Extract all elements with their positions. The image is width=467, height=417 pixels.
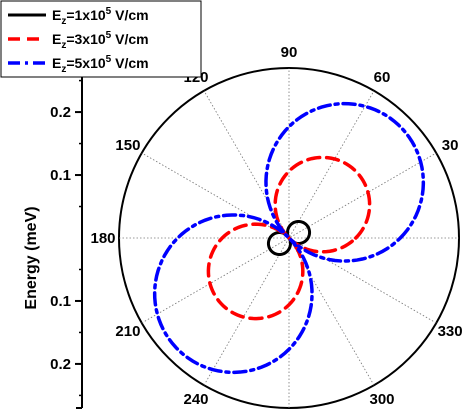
spoke-120 [203, 90, 375, 386]
radial-tick-label: 0.2 [50, 104, 71, 121]
radial-axis: 0.2 0.1 0.1 0.2 [50, 67, 83, 409]
series-line-2 [206, 155, 372, 321]
spoke-60 [203, 90, 375, 386]
angle-tick-label: 30 [442, 137, 459, 154]
angle-tick-label: 150 [115, 137, 140, 154]
radial-tick-label: 0.1 [50, 293, 71, 310]
angle-tick-label: 60 [374, 69, 391, 86]
radial-tick-label: 0.1 [50, 167, 71, 184]
series-lines [152, 101, 426, 375]
angle-tick-label: 90 [281, 44, 298, 61]
radial-tick-label: 0.2 [50, 356, 71, 373]
series-line-3 [152, 101, 426, 375]
angle-tick-label: 180 [90, 230, 115, 247]
spoke-150 [141, 152, 437, 324]
legend-label-2: Ez=3x105 V/cm [52, 30, 149, 51]
angle-tick-label: 330 [438, 323, 463, 340]
y-axis-title: Energy (meV) [23, 206, 40, 309]
legend: Ez=1x105 V/cm Ez=3x105 V/cm Ez=5x105 V/cm [0, 0, 202, 78]
angle-tick-label: 300 [369, 391, 394, 408]
angle-tick-label: 210 [115, 323, 140, 340]
legend-label-1: Ez=1x105 V/cm [52, 6, 149, 27]
angle-tick-label: 240 [183, 391, 208, 408]
spoke-30 [141, 152, 437, 324]
legend-label-3: Ez=5x105 V/cm [52, 54, 149, 75]
